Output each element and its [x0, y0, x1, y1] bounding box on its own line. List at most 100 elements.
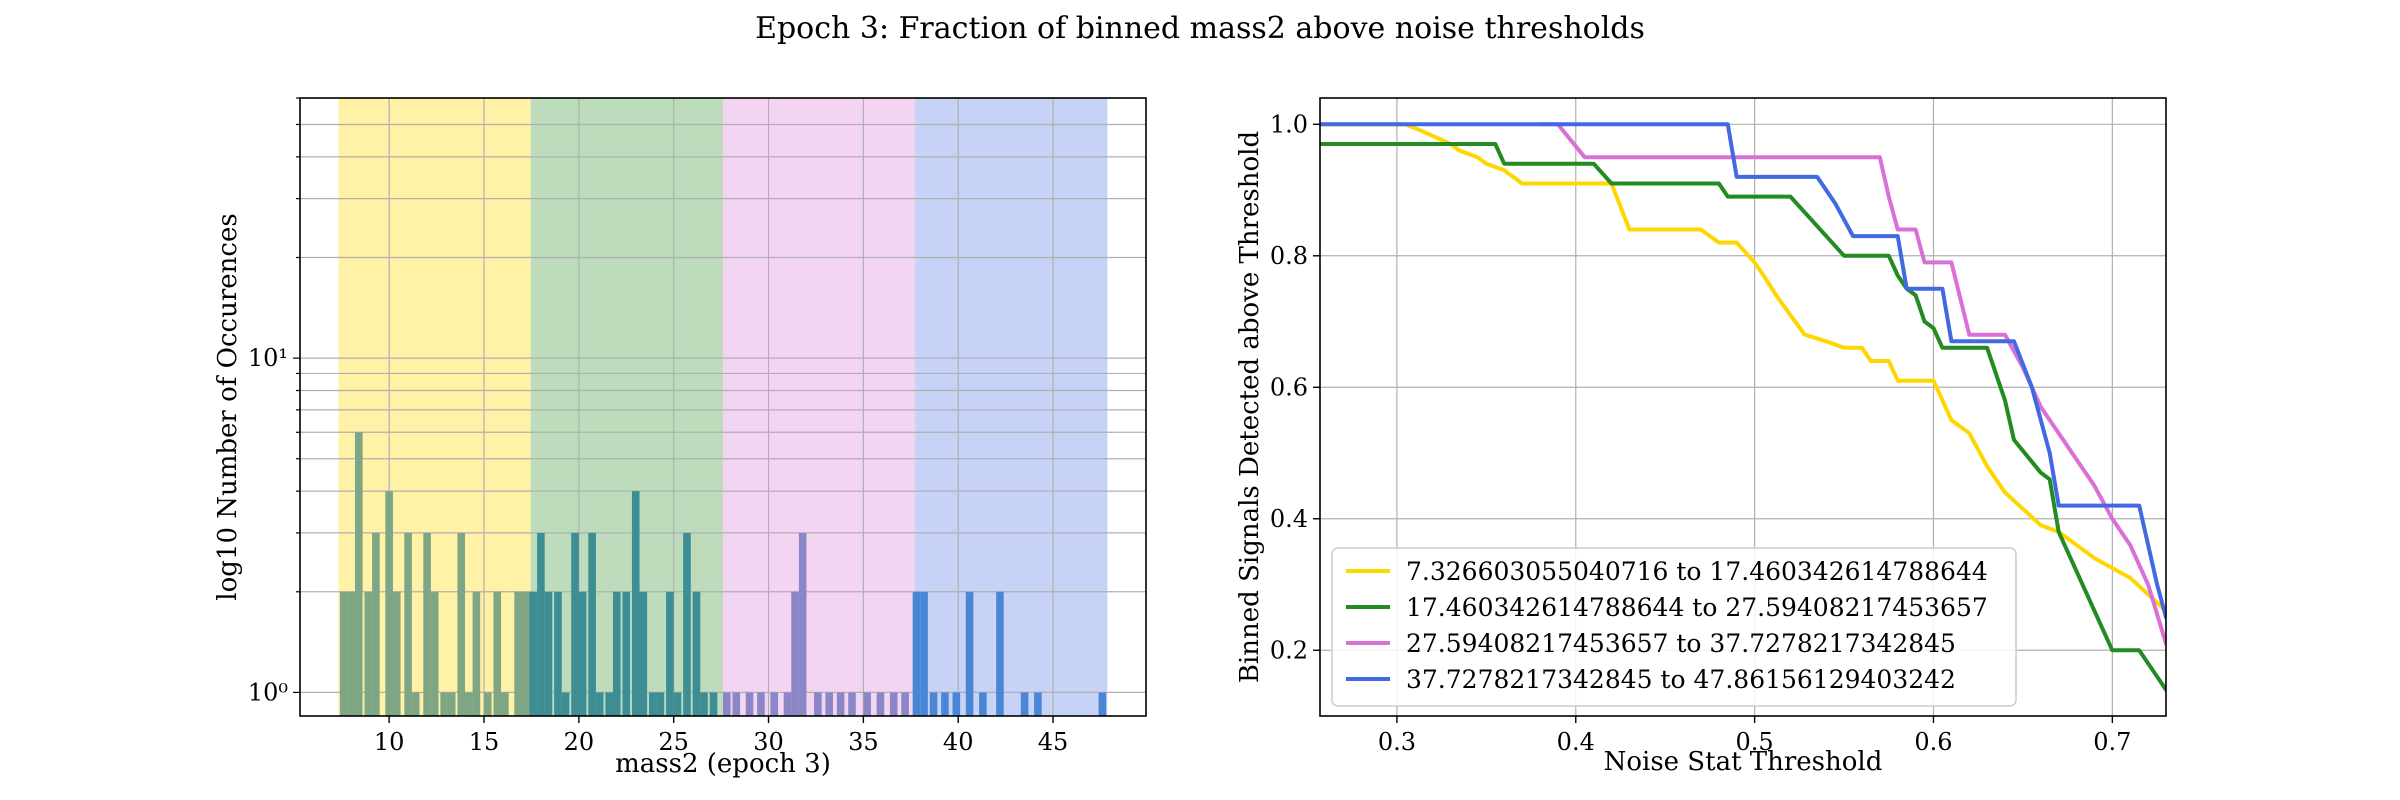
- histogram-bar: [666, 591, 674, 716]
- histogram-bar: [912, 591, 921, 716]
- histogram-bar: [440, 692, 448, 716]
- histogram-bar: [941, 692, 949, 716]
- histogram-bar: [745, 692, 754, 716]
- x-tick-label: 0.7: [2093, 728, 2131, 756]
- histogram-bar: [673, 692, 682, 716]
- histogram-bar: [457, 532, 466, 716]
- histogram-bar: [364, 591, 373, 716]
- histogram-bar: [537, 532, 545, 716]
- histogram-bar: [836, 692, 845, 716]
- histogram-bar: [544, 591, 553, 716]
- histogram-bar: [447, 692, 456, 716]
- histogram-bar: [757, 692, 765, 716]
- histogram-bar: [430, 591, 439, 716]
- histogram-y-axis-label: log10 Number of Occurences: [213, 213, 243, 600]
- line-chart-panel: 0.3 0.4 0.5 0.6 0.7 0.2 0.4 0.6 0.8 1.0 Noise St…: [1235, 97, 2167, 777]
- histogram-bars: [339, 432, 1107, 716]
- histogram-bar: [501, 692, 509, 716]
- y-tick-label: 10⁰: [248, 678, 288, 706]
- histogram-bar: [700, 692, 708, 716]
- histogram-bar: [1034, 692, 1042, 716]
- histogram-bar: [561, 692, 570, 716]
- histogram-bar: [483, 692, 492, 716]
- histogram-bar: [901, 692, 909, 716]
- legend-label: 7.326603055040716 to 17.460342614788644: [1406, 557, 1988, 586]
- histogram-bar: [876, 692, 885, 716]
- histogram-bar: [578, 591, 587, 716]
- histogram-bar: [656, 692, 665, 716]
- histogram-bar: [472, 591, 481, 716]
- histogram-bar: [465, 692, 473, 716]
- y-tick-label: 1.0: [1270, 110, 1308, 138]
- histogram-bar: [965, 591, 974, 716]
- histogram-bar: [929, 692, 938, 716]
- histogram-bar: [423, 532, 431, 716]
- histogram-bar: [692, 591, 701, 716]
- histogram-bar: [355, 432, 363, 716]
- histogram-bar: [979, 692, 987, 716]
- histogram-bar: [709, 692, 718, 716]
- histogram-bar: [814, 692, 822, 716]
- histogram-bar: [595, 692, 604, 716]
- histogram-bar: [612, 591, 621, 716]
- legend-entry: 27.59408217453657 to 37.7278217342845: [1346, 629, 1956, 658]
- line-chart-y-ticks: 0.2 0.4 0.6 0.8 1.0: [1270, 110, 1320, 664]
- histogram-bar: [649, 692, 657, 716]
- histogram-bar: [639, 591, 648, 716]
- histogram-bar: [683, 532, 691, 716]
- x-tick-label: 45: [1038, 728, 1069, 756]
- histogram-bar: [588, 532, 596, 716]
- histogram-x-axis-label: mass2 (epoch 3): [615, 749, 831, 779]
- legend-label: 27.59408217453657 to 37.7278217342845: [1406, 629, 1956, 658]
- x-tick-label: 15: [469, 728, 500, 756]
- histogram-bar: [1020, 692, 1029, 716]
- mass-bin-band: [722, 98, 916, 716]
- histogram-bar: [1098, 692, 1107, 716]
- line-chart-x-ticks: 0.3 0.4 0.5 0.6 0.7: [1378, 716, 2131, 756]
- histogram-bar: [514, 591, 522, 716]
- histogram-bar: [996, 591, 1004, 716]
- histogram-bar: [521, 591, 530, 716]
- histogram-bar: [791, 591, 799, 716]
- y-tick-label: 10¹: [248, 344, 288, 372]
- histogram-bar: [392, 591, 401, 716]
- histogram-bar: [825, 692, 834, 716]
- histogram-bar: [770, 692, 779, 716]
- histogram-bar: [372, 532, 380, 716]
- histogram-bar: [571, 532, 579, 716]
- histogram-bar: [554, 591, 562, 716]
- figure-title: Epoch 3: Fraction of binned mass2 above …: [755, 11, 1645, 46]
- mass-bin-band: [915, 98, 1108, 716]
- histogram-bar: [339, 591, 348, 716]
- histogram-bar: [622, 591, 631, 716]
- line-chart-plot-frame: [1319, 97, 2167, 717]
- y-tick-label: 0.6: [1270, 373, 1308, 401]
- legend-label: 17.460342614788644 to 27.59408217453657: [1406, 593, 1988, 622]
- histogram-bar: [529, 591, 538, 716]
- histogram-bar: [848, 692, 856, 716]
- histogram-bar: [798, 532, 807, 716]
- series-line: [1320, 122, 2166, 620]
- legend-box: [1331, 547, 2017, 707]
- histogram-x-ticks: 10 15 20 25 30 35 40 45: [374, 716, 1068, 756]
- legend-entry: 17.460342614788644 to 27.59408217453657: [1346, 593, 1988, 622]
- histogram-bar: [631, 491, 640, 716]
- y-tick-label: 0.4: [1270, 505, 1308, 533]
- legend: 7.326603055040716 to 17.460342614788644 …: [1331, 547, 2017, 707]
- histogram-grid: [300, 98, 1146, 716]
- histogram-bar: [411, 692, 420, 716]
- histogram-bar: [920, 591, 928, 716]
- histogram-bar: [952, 692, 961, 716]
- legend-label: 37.7278217342845 to 47.86156129403242: [1406, 665, 1956, 694]
- series-line: [1320, 122, 2166, 613]
- series-line: [1320, 142, 2166, 692]
- histogram-bar: [605, 692, 613, 716]
- histogram-bar: [889, 692, 898, 716]
- histogram-bar: [347, 591, 356, 716]
- x-tick-label: 10: [374, 728, 405, 756]
- histogram-plot-frame: [299, 97, 1147, 717]
- histogram-bar: [723, 692, 731, 716]
- histogram-bar: [732, 692, 741, 716]
- x-tick-label: 30: [753, 728, 784, 756]
